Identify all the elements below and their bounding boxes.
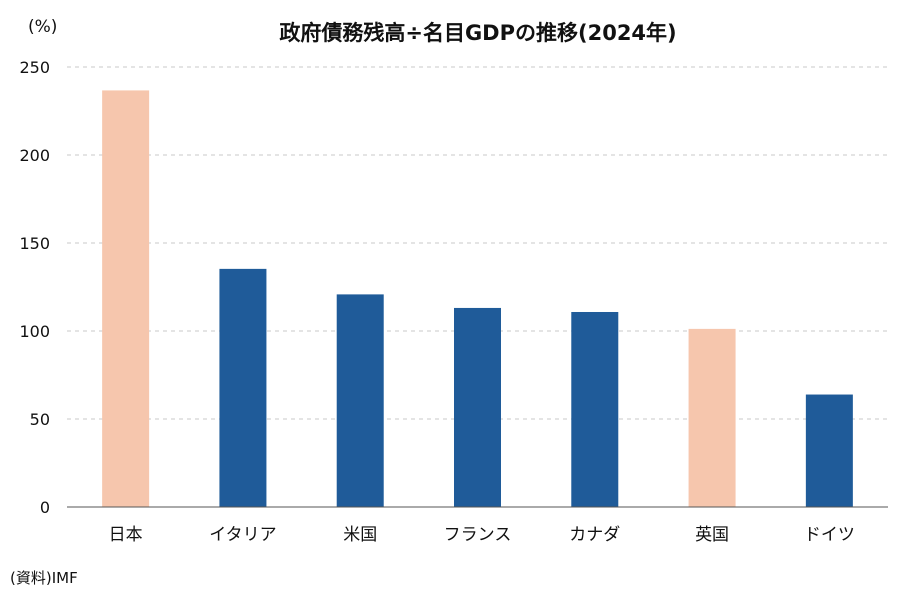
x-tick-label: カナダ: [569, 525, 620, 545]
bar: [688, 328, 736, 507]
y-tick-label: 0: [40, 498, 50, 517]
x-tick-label: 米国: [343, 525, 377, 545]
bars: [102, 90, 853, 508]
x-axis-ticks: 日本 イタリア 米国 フランス カナダ 英国 ドイツ: [109, 525, 855, 545]
bar: [454, 307, 501, 507]
y-tick-label: 100: [19, 322, 50, 341]
bar: [219, 268, 267, 507]
bar: [805, 394, 853, 507]
bar: [571, 311, 619, 507]
x-tick-label: 英国: [695, 525, 729, 545]
y-axis-ticks: 0 50 100 150 200 250: [19, 58, 50, 517]
y-tick-label: 250: [19, 58, 50, 77]
source-note: (資料)IMF: [10, 569, 78, 587]
y-tick-label: 150: [19, 234, 50, 253]
x-tick-label: フランス: [444, 525, 512, 545]
y-tick-label: 200: [19, 146, 50, 165]
x-tick-label: イタリア: [209, 525, 276, 545]
bar: [336, 294, 384, 507]
y-tick-label: 50: [30, 410, 50, 429]
bar: [102, 90, 150, 508]
x-tick-label: 日本: [109, 525, 143, 545]
chart-title: 政府債務残高÷名目GDPの推移(2024年): [279, 21, 676, 45]
x-tick-label: ドイツ: [804, 525, 855, 545]
y-axis-unit-label: (%): [28, 17, 57, 37]
